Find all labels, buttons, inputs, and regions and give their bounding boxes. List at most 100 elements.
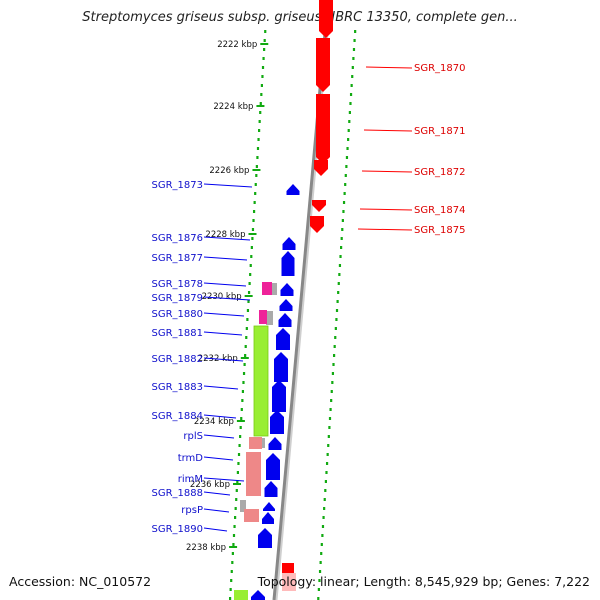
left-guide-dot — [241, 399, 244, 402]
right-guide-dot — [350, 84, 353, 87]
gene-label-reverse[interactable]: SGR_1873 — [152, 180, 204, 191]
gene-label-reverse[interactable]: SGR_1883 — [152, 382, 204, 393]
scale-tick-label: 2236 kbp — [190, 480, 230, 490]
left-guide-dot — [251, 237, 254, 240]
left-guide-dot — [249, 273, 252, 276]
gene-label-reverse[interactable]: rimM — [178, 474, 203, 485]
gene-label-reverse[interactable]: rplS — [183, 431, 203, 442]
right-guide-dot — [349, 102, 352, 105]
left-guide-dot — [257, 138, 260, 141]
gene-label-forward[interactable]: SGR_1875 — [414, 225, 466, 236]
gene-block-reverse — [264, 481, 278, 497]
left-guide-dot — [258, 120, 261, 123]
gene-label-reverse[interactable]: SGR_1880 — [152, 309, 204, 320]
gene-block-rrna — [254, 326, 268, 436]
gene-label-reverse[interactable]: SGR_1879 — [152, 293, 204, 304]
gene-block-reverse — [262, 512, 274, 524]
right-guide-dot — [323, 507, 326, 510]
gene-block-pink — [246, 452, 261, 496]
gene-block-grey — [266, 311, 273, 325]
right-guide-dot — [328, 417, 332, 420]
right-guide-dot — [336, 300, 339, 303]
left-guide-dot — [245, 327, 248, 330]
left-guide-dot — [254, 183, 257, 186]
gene-label-reverse[interactable]: SGR_1890 — [152, 524, 204, 535]
gene-block-reverse — [258, 528, 272, 548]
left-guide-dot — [259, 111, 262, 114]
right-guide-dot — [340, 246, 343, 249]
right-guide-dot — [325, 471, 328, 474]
gene-block-forward — [282, 563, 294, 573]
gene-label-reverse[interactable]: rpsP — [181, 505, 203, 516]
label-leader-line — [203, 183, 253, 188]
left-guide-dot — [241, 390, 245, 393]
right-guide-dot — [320, 543, 323, 546]
left-guide-dot — [248, 282, 251, 285]
right-guide-dot — [338, 264, 342, 267]
left-guide-dot — [232, 543, 235, 546]
topology-summary: Topology: linear; Length: 8,545,929 bp; … — [257, 574, 590, 589]
gene-label-forward[interactable]: SGR_1870 — [414, 63, 466, 74]
right-guide-dot — [344, 174, 347, 177]
label-leader-line — [203, 508, 230, 513]
gene-block-magenta — [262, 282, 272, 295]
left-guide-dot — [228, 597, 232, 600]
gene-label-reverse[interactable]: SGR_1877 — [152, 253, 204, 264]
gene-label-reverse[interactable]: SGR_1888 — [152, 488, 204, 499]
left-guide-dot — [253, 201, 256, 204]
left-guide-dot — [239, 435, 242, 438]
left-guide-dot — [244, 354, 247, 357]
gene-block-reverse — [263, 502, 275, 511]
left-guide-dot — [229, 588, 232, 591]
left-guide-dot — [237, 462, 240, 465]
right-guide-dot — [324, 480, 327, 483]
gene-label-forward[interactable]: SGR_1872 — [414, 167, 466, 178]
label-leader-line — [359, 208, 413, 211]
label-leader-line — [203, 434, 235, 439]
left-guide-dot — [237, 453, 241, 456]
right-guide-dot — [344, 183, 347, 186]
left-guide-dot — [247, 291, 251, 294]
left-guide-dot — [230, 570, 233, 573]
left-guide-dot — [260, 84, 263, 87]
left-guide-dot — [259, 102, 262, 105]
gene-label-forward[interactable]: SGR_1871 — [414, 126, 466, 137]
right-guide-dot — [342, 201, 346, 204]
gene-label-forward[interactable]: SGR_1874 — [414, 205, 466, 216]
gene-block-reverse — [279, 299, 293, 311]
right-guide-dot — [343, 192, 346, 195]
gene-block-reverse — [272, 380, 286, 412]
gene-label-reverse[interactable]: trmD — [178, 453, 204, 464]
left-guide-dot — [247, 300, 250, 303]
gene-label-reverse[interactable]: SGR_1884 — [152, 411, 204, 422]
gene-block-forward — [316, 94, 330, 164]
gene-label-reverse[interactable]: SGR_1882 — [152, 354, 204, 365]
left-guide-dot — [245, 336, 248, 339]
right-guide-dot — [317, 588, 320, 591]
gene-label-reverse[interactable]: SGR_1878 — [152, 279, 204, 290]
left-guide-dot — [230, 579, 233, 582]
right-guide-dot — [342, 210, 345, 213]
right-guide-dot — [324, 489, 327, 492]
right-guide-dot — [354, 30, 357, 33]
right-guide-dot — [339, 255, 342, 258]
right-guide-dot — [351, 75, 354, 78]
right-guide-dot — [334, 327, 337, 330]
gene-label-reverse[interactable]: SGR_1876 — [152, 233, 204, 244]
gene-block-grey — [260, 438, 265, 448]
gene-label-reverse[interactable]: SGR_1881 — [152, 328, 204, 339]
label-leader-line — [203, 477, 245, 482]
right-guide-dot — [351, 66, 354, 69]
left-guide-dot — [236, 471, 239, 474]
right-guide-dot — [318, 570, 322, 573]
label-leader-line — [203, 282, 247, 287]
gene-block-forward — [310, 216, 324, 233]
left-guide-dot — [256, 147, 260, 150]
right-guide-dot — [322, 516, 325, 519]
right-guide-dot — [335, 318, 338, 321]
gene-block-forward — [316, 38, 330, 92]
left-guide-dot — [261, 66, 265, 69]
gene-block-reverse — [270, 410, 284, 434]
